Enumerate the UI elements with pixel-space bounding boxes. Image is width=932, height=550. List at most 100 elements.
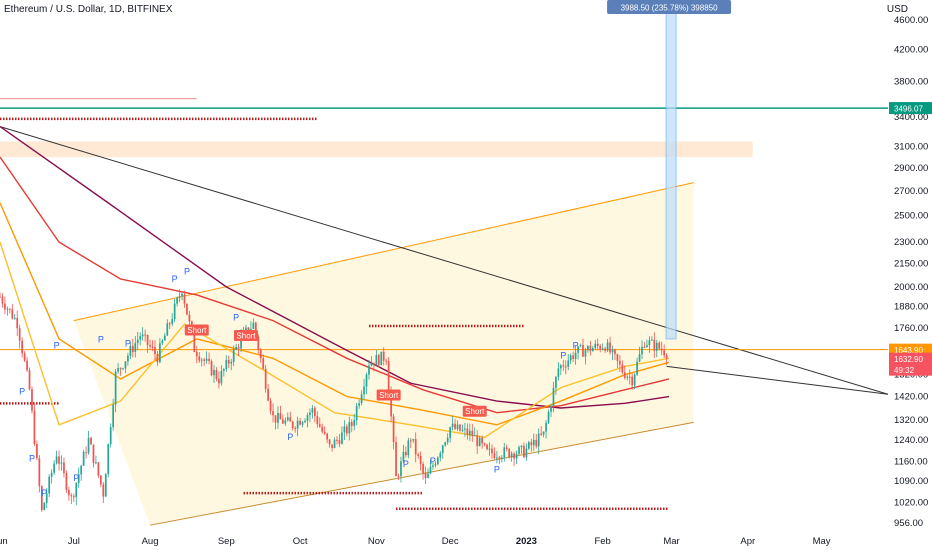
candle-body <box>240 336 242 349</box>
price-tick-label: 2900.00 <box>894 163 928 174</box>
short-signal-label: Short <box>465 407 485 416</box>
candle-body <box>596 343 599 346</box>
candle-body <box>643 346 646 348</box>
candle-body <box>441 445 444 454</box>
candle-body <box>397 476 400 478</box>
candle-body <box>513 453 515 459</box>
candle-body <box>173 303 176 320</box>
candle-body <box>178 296 181 298</box>
candle-body <box>466 428 469 435</box>
time-tick-label: Jul <box>68 536 80 547</box>
pivot-label: P <box>573 340 579 350</box>
candle-body <box>92 444 95 464</box>
time-tick-label: Aug <box>142 536 159 547</box>
level-label-bg <box>889 102 932 115</box>
candle-body <box>636 361 638 375</box>
candle-body <box>540 433 543 435</box>
pivot-label: P <box>172 274 178 284</box>
candle-body <box>569 355 572 361</box>
short-signal-label: Short <box>379 391 399 400</box>
price-label: 1632.90 <box>894 355 923 364</box>
candle-body <box>294 428 297 430</box>
candle-body <box>166 323 169 336</box>
candle-body <box>623 372 626 378</box>
candle-body <box>407 440 410 456</box>
candle-body <box>555 377 557 388</box>
candle-body <box>609 342 611 353</box>
candle-body <box>40 486 43 511</box>
candle-body <box>139 336 142 340</box>
candle-body <box>36 444 38 459</box>
pivot-label: P <box>54 340 60 350</box>
candle-body <box>4 303 6 310</box>
candle-body <box>545 422 547 432</box>
candle-body <box>587 345 589 351</box>
candle-body <box>6 308 9 310</box>
candle-body <box>208 358 210 362</box>
candle-body <box>272 411 274 416</box>
short-signal <box>233 330 258 342</box>
candle-body <box>532 439 535 446</box>
candle-body <box>188 314 191 322</box>
price-tick-label: 3100.00 <box>894 142 928 153</box>
candle-body <box>616 354 619 361</box>
candle-body <box>535 439 538 447</box>
candle-body <box>48 476 51 494</box>
time-axis[interactable]: Jun Jul Aug Sep Oct Nov Dec 2023 Feb Mar Apr May <box>0 536 831 547</box>
candle-body <box>259 349 262 359</box>
candle-body <box>203 359 206 361</box>
candle-body <box>220 370 223 384</box>
candle-body <box>38 458 41 487</box>
pivot-label: P <box>19 386 25 396</box>
candle-body <box>193 331 196 353</box>
candle-body <box>498 457 501 460</box>
price-label: 49:32 <box>894 366 915 375</box>
time-tick-label: Mar <box>663 536 679 547</box>
price-label: 1643.90 <box>894 346 923 355</box>
candle-body <box>205 358 208 361</box>
candle-body <box>23 353 26 361</box>
candle-body <box>650 339 653 341</box>
candle-body <box>353 420 356 426</box>
candle-body <box>537 433 540 447</box>
candle-body <box>21 340 23 354</box>
candle-body <box>483 443 486 445</box>
candle-body <box>515 453 518 459</box>
candle-body <box>562 365 565 367</box>
candle-body <box>665 355 668 358</box>
candle-body <box>161 340 164 344</box>
candle-body <box>638 354 641 362</box>
candle-body <box>530 442 533 446</box>
candle-body <box>377 355 380 366</box>
candle-body <box>456 424 459 429</box>
pivot-label: P <box>73 473 79 483</box>
chart-title: Ethereum / U.S. Dollar, 1D, BITFINEX <box>4 4 173 15</box>
wedge-lower-line <box>149 421 694 526</box>
candle-body <box>104 474 107 497</box>
candle-body <box>304 420 306 423</box>
candle-body <box>582 345 584 357</box>
candle-body <box>26 360 28 371</box>
candle-body <box>370 362 373 366</box>
candle-body <box>599 345 602 350</box>
moving-average-line <box>0 202 670 426</box>
candle-body <box>306 415 309 421</box>
candle-body <box>660 348 663 351</box>
candle-body <box>235 346 238 350</box>
candle-body <box>58 456 60 464</box>
candle-body <box>257 336 260 350</box>
candle-body <box>468 430 471 435</box>
candle-body <box>99 475 102 485</box>
candle-body <box>594 343 597 348</box>
candle-body <box>232 349 235 362</box>
price-axis[interactable]: 956.00 1020.00 1090.00 1160.00 1240.00 1320.0… <box>894 15 928 529</box>
price-tick-label: 2300.00 <box>894 237 928 248</box>
candle-body <box>380 351 383 366</box>
candle-body <box>87 437 90 453</box>
candle-body <box>451 423 454 428</box>
price-tick-label: 1760.00 <box>894 323 928 334</box>
candle-body <box>43 502 46 511</box>
candle-body <box>336 439 338 441</box>
candle-body <box>591 347 594 352</box>
